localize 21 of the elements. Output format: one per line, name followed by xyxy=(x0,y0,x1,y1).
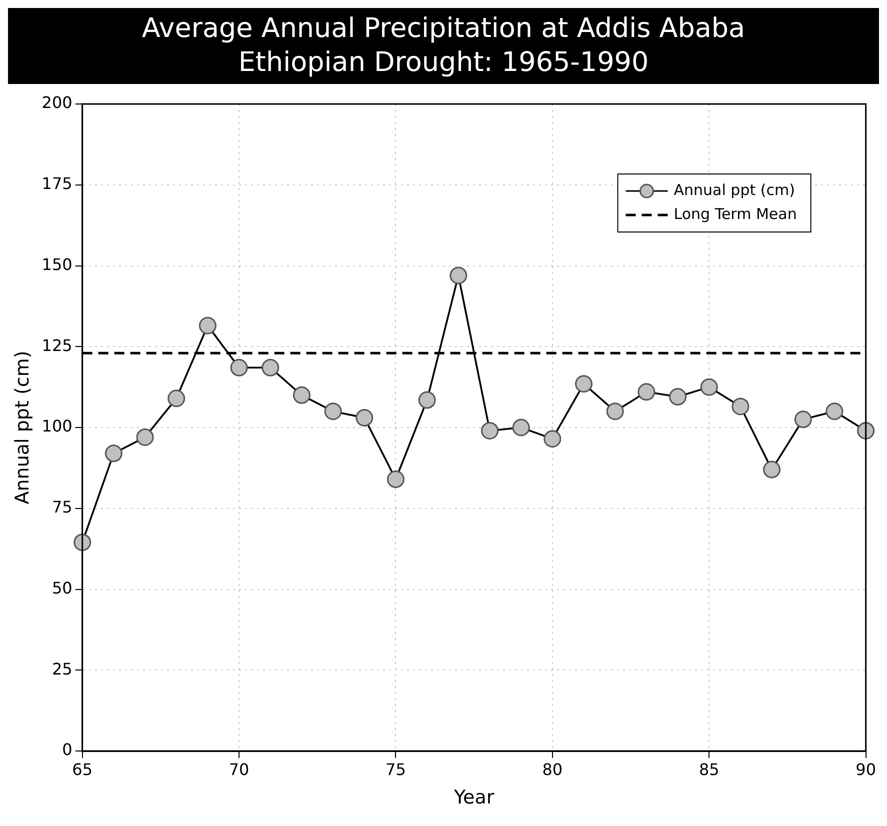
x-tick-label: 70 xyxy=(228,760,250,779)
chart-title: Average Annual Precipitation at Addis Ababa xyxy=(140,12,746,46)
y-tick-label: 175 xyxy=(42,174,72,194)
y-tick-label: 50 xyxy=(52,578,72,598)
y-tick-label: 125 xyxy=(42,336,72,355)
x-tick-label: 80 xyxy=(542,760,563,779)
y-tick-label: 100 xyxy=(42,416,72,436)
y-tick-label: 150 xyxy=(42,254,72,274)
x-tick-label: 65 xyxy=(72,760,93,779)
y-axis-title: Annual ppt (cm) xyxy=(11,350,34,504)
chart-subtitle: Ethiopian Drought: 1965-1990 xyxy=(237,46,650,80)
legend-label: Long Term Mean xyxy=(674,204,797,223)
x-tick-label: 85 xyxy=(698,760,720,779)
y-tick-label: 200 xyxy=(42,93,72,112)
x-tick-label: 75 xyxy=(386,760,406,779)
x-axis-title: Year xyxy=(452,786,494,809)
y-tick-label: 25 xyxy=(52,659,72,678)
x-tick-label: 90 xyxy=(856,760,876,779)
y-tick-label: 75 xyxy=(52,498,72,517)
y-tick-label: 0 xyxy=(62,740,72,760)
legend-label: Annual ppt (cm) xyxy=(674,180,795,199)
